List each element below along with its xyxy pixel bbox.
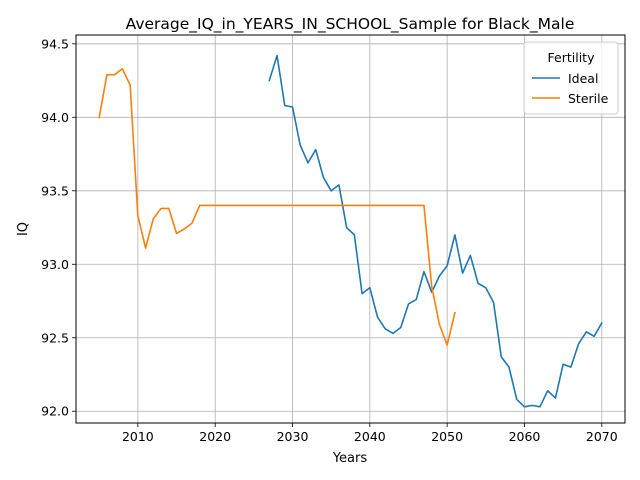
x-tick-label: 2060	[509, 429, 541, 444]
y-tick-label: 93.0	[41, 257, 69, 272]
legend-title: Fertility	[548, 50, 596, 65]
y-tick-label: 94.0	[41, 110, 69, 125]
chart-title: Average_IQ_in_YEARS_IN_SCHOOL_Sample for…	[126, 15, 575, 34]
y-tick-label: 92.5	[41, 330, 69, 345]
y-tick-label: 92.0	[41, 404, 69, 419]
x-tick-label: 2050	[431, 429, 463, 444]
x-tick-label: 2010	[122, 429, 154, 444]
x-axis-label: Years	[332, 451, 368, 466]
y-axis-label: IQ	[16, 222, 31, 236]
legend: Fertility Ideal Sterile	[524, 42, 618, 114]
x-tick-label: 2070	[586, 429, 618, 444]
y-tick-label: 93.5	[41, 183, 69, 198]
legend-label-sterile: Sterile	[568, 91, 609, 106]
x-tick-label: 2030	[277, 429, 309, 444]
x-tick-label: 2040	[354, 429, 386, 444]
legend-label-ideal: Ideal	[568, 71, 598, 86]
y-tick-label: 94.5	[41, 36, 69, 51]
x-tick-label: 2020	[199, 429, 231, 444]
